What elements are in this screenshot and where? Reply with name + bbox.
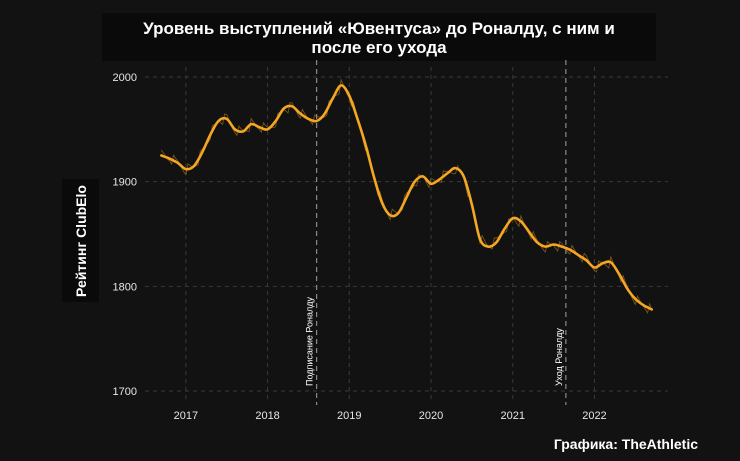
y-tick-labels: 1700 1800 1900 2000 xyxy=(113,72,137,398)
y-tick-label: 1900 xyxy=(113,177,137,189)
x-tick-label: 2021 xyxy=(500,410,524,422)
y-tick-label: 1800 xyxy=(113,281,137,293)
series-line xyxy=(160,84,653,311)
x-tick-label: 2022 xyxy=(582,410,606,422)
event-lines xyxy=(316,60,567,405)
y-axis-label-box: Рейтинг ClubElo xyxy=(62,179,99,302)
chart-title-box: Уровень выступлений «Ювентуса» до Роналд… xyxy=(102,13,656,61)
y-tick-label: 2000 xyxy=(113,72,137,84)
annotation-labels: Подписание Роналду Уход Роналду xyxy=(305,296,564,386)
x-tick-label: 2019 xyxy=(337,410,361,422)
grid-lines xyxy=(145,67,668,399)
annotation-label: Подписание Роналду xyxy=(305,296,315,386)
x-tick-label: 2018 xyxy=(255,410,279,422)
series-group xyxy=(160,78,653,314)
x-tick-label: 2017 xyxy=(174,410,198,422)
chart-title: Уровень выступлений «Ювентуса» до Роналд… xyxy=(143,19,615,57)
x-tick-labels: 2017 2018 2019 2020 2021 2022 xyxy=(174,410,607,422)
y-tick-label: 1700 xyxy=(113,386,137,398)
credit-text: Графика: TheAthletic xyxy=(553,436,698,452)
annotation-label: Уход Роналду xyxy=(554,328,564,386)
x-tick-label: 2020 xyxy=(419,410,443,422)
